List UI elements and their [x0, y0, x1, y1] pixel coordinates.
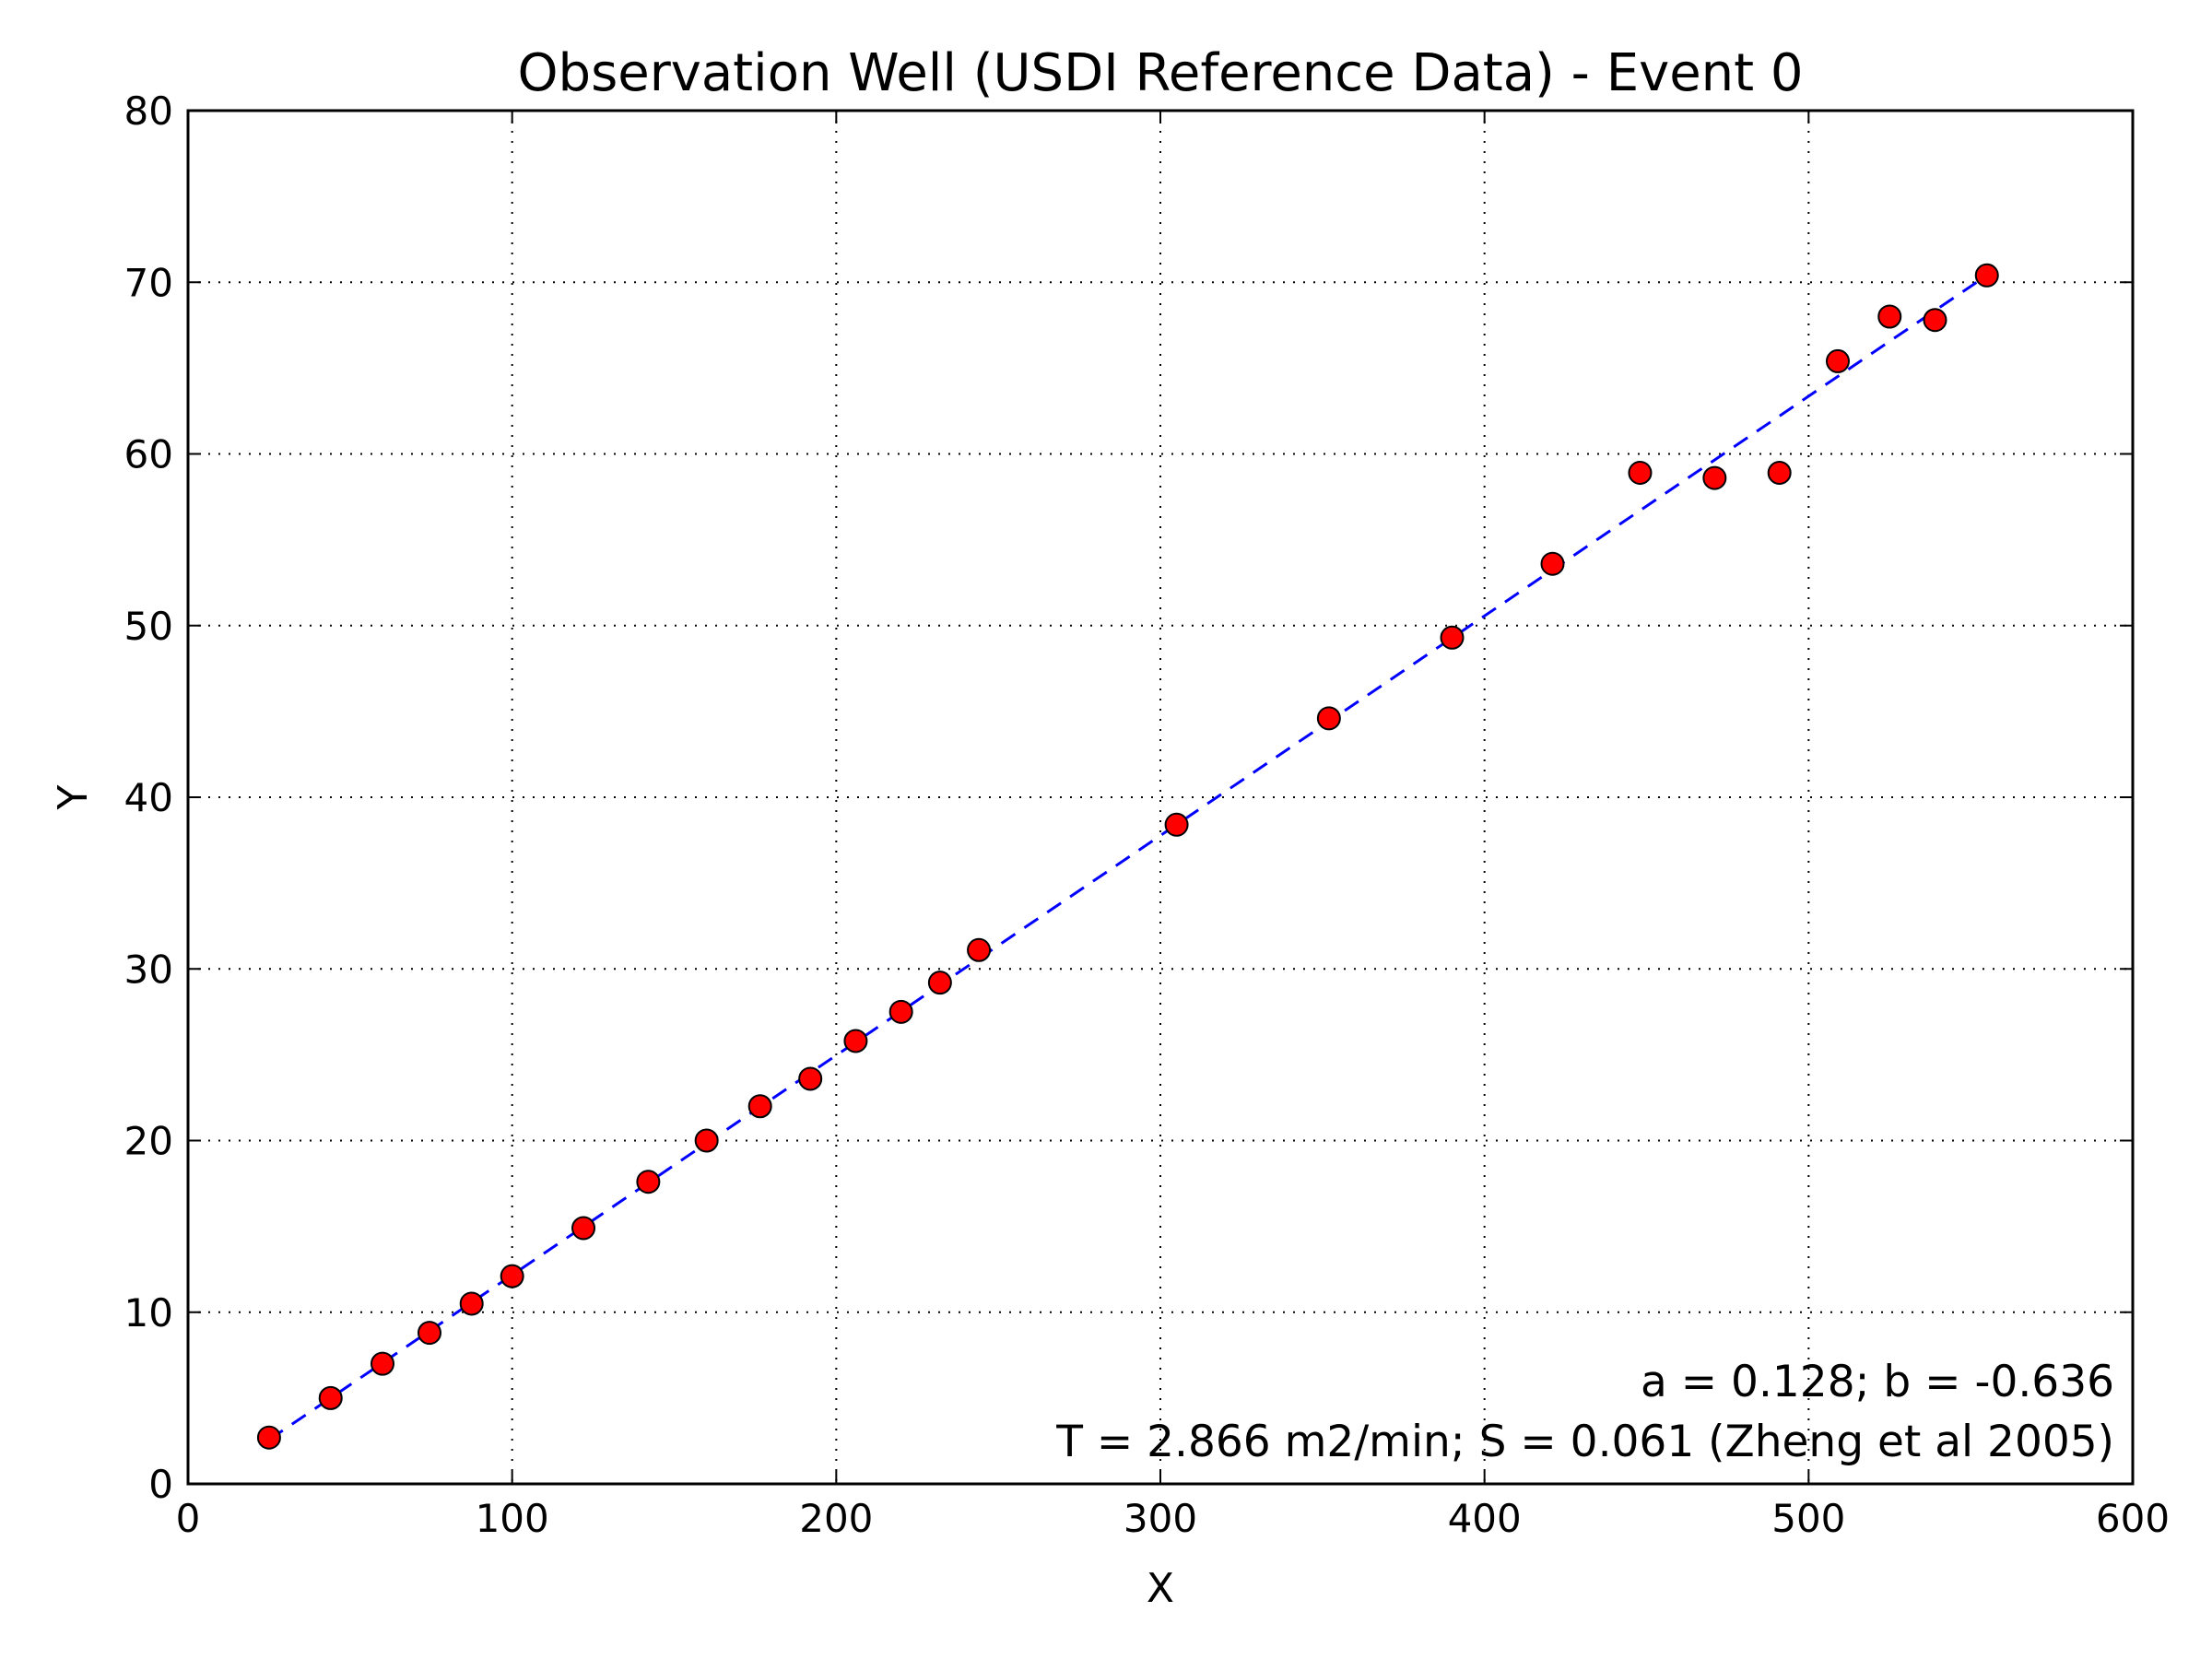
data-point: [888, 999, 913, 1024]
data-point: [747, 1094, 772, 1119]
x-tick-label: 200: [799, 1496, 873, 1541]
y-tick-label: 0: [148, 1462, 173, 1507]
data-point: [1767, 460, 1792, 485]
data-point: [571, 1216, 596, 1241]
data-point: [417, 1321, 441, 1346]
data-point: [318, 1385, 343, 1410]
data-point: [1164, 812, 1189, 837]
y-tick-label: 70: [124, 260, 173, 305]
data-point: [1540, 551, 1565, 576]
y-axis-label: Y: [50, 784, 97, 810]
x-tick-label: 400: [1448, 1496, 1522, 1541]
axis-ticks: 0 100 200 300 400 500 600 0 10 20 30 40 50 60 70 80: [124, 88, 2171, 1541]
data-point: [694, 1128, 719, 1153]
data-point: [1825, 348, 1850, 373]
data-point: [500, 1264, 524, 1288]
y-tick-label: 50: [124, 604, 173, 649]
x-tick-label: 600: [2096, 1496, 2170, 1541]
data-point: [1702, 465, 1727, 490]
data-point: [798, 1066, 823, 1091]
data-point: [371, 1351, 394, 1376]
data-point: [1316, 706, 1341, 731]
x-tick-label: 0: [176, 1496, 201, 1541]
y-tick-label: 80: [124, 88, 173, 134]
data-point: [459, 1291, 484, 1316]
y-tick-label: 30: [124, 947, 173, 992]
data-point: [927, 971, 952, 995]
annotation-aquifer-params: T = 2.866 m2/min; S = 0.061 (Zheng et al…: [1055, 1417, 2114, 1467]
fit-line: [268, 274, 1988, 1441]
data-point: [1974, 263, 1999, 288]
x-tick-label: 100: [476, 1496, 549, 1541]
data-point: [636, 1170, 661, 1194]
data-point: [843, 1029, 868, 1053]
data-point: [1628, 460, 1653, 485]
y-tick-label: 40: [124, 775, 173, 820]
plot-data: [256, 263, 1999, 1450]
data-point: [1923, 308, 1947, 333]
annotation-fit-params: a = 0.128; b = -0.636: [1641, 1357, 2114, 1407]
data-point: [1877, 304, 1902, 329]
data-point: [1440, 625, 1465, 650]
y-tick-label: 10: [124, 1290, 173, 1335]
data-point: [256, 1425, 281, 1450]
y-tick-label: 20: [124, 1119, 173, 1164]
x-tick-label: 300: [1124, 1496, 1197, 1541]
data-point: [967, 937, 992, 962]
x-axis-label: X: [1147, 1565, 1174, 1612]
x-tick-label: 500: [1771, 1496, 1845, 1541]
chart-title: Observation Well (USDI Reference Data) -…: [517, 43, 1803, 103]
y-tick-label: 60: [124, 432, 173, 477]
